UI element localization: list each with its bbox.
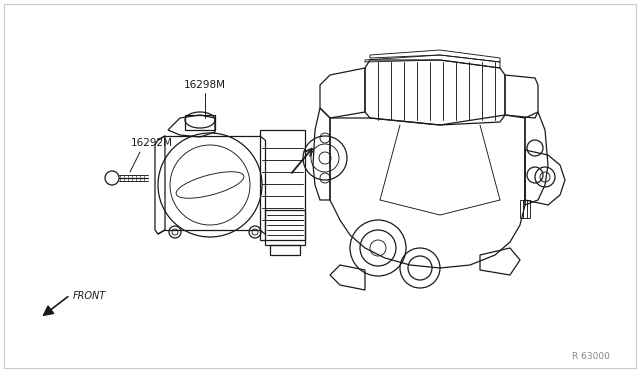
- Text: 16298M: 16298M: [184, 80, 226, 90]
- Text: FRONT: FRONT: [73, 291, 106, 301]
- Text: 16292M: 16292M: [131, 138, 173, 148]
- Text: R 63000: R 63000: [572, 352, 610, 361]
